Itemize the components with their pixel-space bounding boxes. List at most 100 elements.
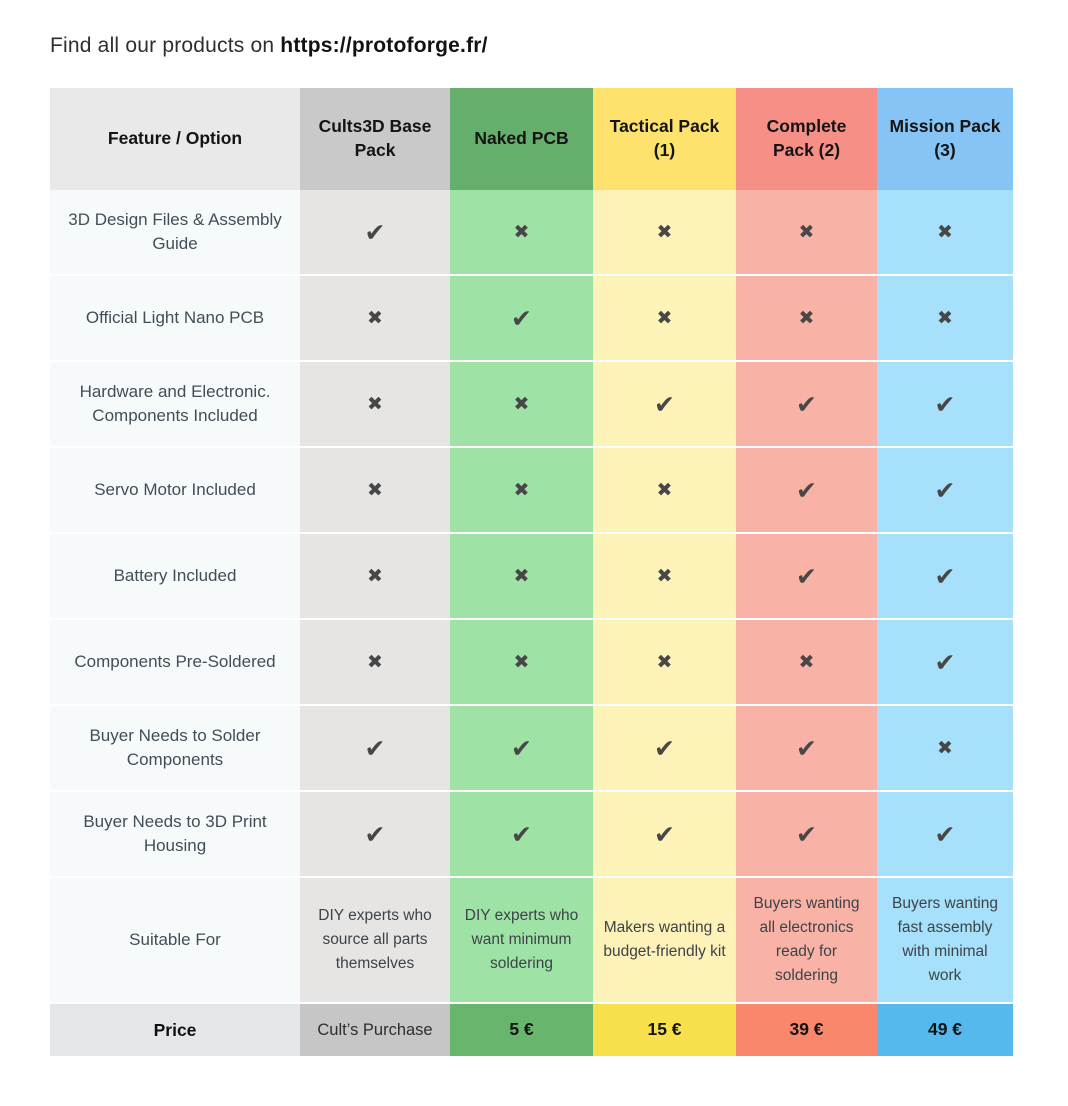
table-row: Buyer Needs to Solder Components ✔ ✔ ✔ ✔ ✖	[50, 706, 1013, 792]
cross-icon: ✖	[513, 564, 530, 587]
cross-icon: ✖	[367, 650, 383, 673]
cross-icon: ✖	[656, 220, 673, 243]
cross-icon: ✖	[798, 650, 815, 673]
feature-value-cell: ✖	[450, 448, 593, 534]
feature-value-cell: ✔	[450, 706, 593, 792]
cross-icon: ✖	[367, 564, 383, 587]
feature-value-cell: ✖	[300, 276, 450, 362]
check-icon: ✔	[934, 647, 956, 677]
price-cell-naked-pcb: 5 €	[450, 1004, 593, 1056]
price-cell-cults3d: Cult’s Purchase	[300, 1004, 450, 1056]
feature-value-cell: ✖	[450, 534, 593, 620]
intro-prefix: Find all our products on	[50, 34, 281, 57]
feature-value-cell: ✔	[300, 792, 450, 878]
check-icon: ✔	[796, 389, 817, 419]
suitable-for-cell: DIY experts who want minimum soldering	[450, 878, 593, 1004]
feature-value-cell: ✖	[300, 448, 450, 534]
feature-value-cell: ✖	[877, 276, 1013, 362]
check-icon: ✔	[654, 389, 675, 419]
feature-value-cell: ✔	[593, 706, 736, 792]
cross-icon: ✖	[656, 306, 673, 329]
column-header-mission: Mission Pack (3)	[877, 88, 1013, 190]
feature-value-cell: ✖	[450, 190, 593, 276]
check-icon: ✔	[796, 733, 817, 763]
cross-icon: ✖	[513, 392, 530, 415]
feature-value-cell: ✔	[736, 448, 877, 534]
cross-icon: ✖	[513, 478, 530, 501]
column-header-tactical: Tactical Pack (1)	[593, 88, 736, 190]
feature-label-cell: Official Light Nano PCB	[50, 276, 300, 362]
feature-value-cell: ✖	[593, 276, 736, 362]
price-row: Price Cult’s Purchase 5 € 15 € 39 € 49 €	[50, 1004, 1013, 1056]
price-cell-mission: 49 €	[877, 1004, 1013, 1056]
column-header-naked-pcb: Naked PCB	[450, 88, 593, 190]
table-row: Servo Motor Included ✖ ✖ ✖ ✔ ✔	[50, 448, 1013, 534]
price-label-cell: Price	[50, 1004, 300, 1056]
table-row: Official Light Nano PCB ✖ ✔ ✖ ✖ ✖	[50, 276, 1013, 362]
feature-value-cell: ✔	[877, 362, 1013, 448]
feature-label-cell: 3D Design Files & Assembly Guide	[50, 190, 300, 276]
feature-value-cell: ✔	[736, 534, 877, 620]
feature-value-cell: ✖	[593, 190, 736, 276]
feature-value-cell: ✖	[877, 706, 1013, 792]
check-icon: ✔	[654, 733, 675, 763]
cross-icon: ✖	[367, 306, 383, 329]
suitable-for-cell: Buyers wanting fast assembly with minima…	[877, 878, 1013, 1004]
table-row: Buyer Needs to 3D Print Housing ✔ ✔ ✔ ✔ ✔	[50, 792, 1013, 878]
feature-label-cell: Suitable For	[50, 878, 300, 1004]
cross-icon: ✖	[937, 220, 953, 243]
table-row: Suitable For DIY experts who source all p…	[50, 878, 1013, 1004]
feature-value-cell: ✔	[450, 276, 593, 362]
feature-label-cell: Servo Motor Included	[50, 448, 300, 534]
cross-icon: ✖	[367, 478, 383, 501]
check-icon: ✔	[511, 733, 532, 763]
column-header-cults3d: Cults3D Base Pack	[300, 88, 450, 190]
feature-value-cell: ✔	[450, 792, 593, 878]
suitable-for-cell: Buyers wanting all electronics ready for…	[736, 878, 877, 1004]
check-icon: ✔	[934, 561, 956, 591]
feature-value-cell: ✖	[300, 534, 450, 620]
feature-value-cell: ✔	[736, 706, 877, 792]
feature-value-cell: ✔	[300, 190, 450, 276]
feature-value-cell: ✔	[736, 792, 877, 878]
check-icon: ✔	[364, 733, 386, 763]
check-icon: ✔	[654, 819, 675, 849]
check-icon: ✔	[364, 819, 386, 849]
check-icon: ✔	[364, 217, 386, 247]
feature-value-cell: ✖	[300, 620, 450, 706]
table-body: 3D Design Files & Assembly Guide ✔ ✖ ✖ ✖ ✖ Off…	[50, 190, 1013, 1004]
suitable-for-cell: DIY experts who source all parts themsel…	[300, 878, 450, 1004]
check-icon: ✔	[796, 819, 817, 849]
feature-value-cell: ✔	[593, 362, 736, 448]
feature-value-cell: ✖	[736, 276, 877, 362]
website-url[interactable]: https://protoforge.fr/	[280, 34, 488, 57]
feature-value-cell: ✔	[877, 792, 1013, 878]
feature-value-cell: ✔	[300, 706, 450, 792]
feature-value-cell: ✖	[877, 190, 1013, 276]
feature-value-cell: ✖	[593, 620, 736, 706]
cross-icon: ✖	[656, 650, 673, 673]
cross-icon: ✖	[798, 220, 815, 243]
feature-value-cell: ✖	[593, 534, 736, 620]
feature-value-cell: ✔	[877, 534, 1013, 620]
feature-value-cell: ✖	[450, 620, 593, 706]
check-icon: ✔	[934, 389, 956, 419]
feature-label-cell: Hardware and Electronic. Components Incl…	[50, 362, 300, 448]
feature-value-cell: ✔	[877, 620, 1013, 706]
feature-value-cell: ✔	[593, 792, 736, 878]
feature-value-cell: ✖	[593, 448, 736, 534]
suitable-for-cell: Makers wanting a budget-friendly kit	[593, 878, 736, 1004]
cross-icon: ✖	[937, 306, 953, 329]
table-header-row: Feature / Option Cults3D Base Pack Naked…	[50, 88, 1013, 190]
price-cell-complete: 39 €	[736, 1004, 877, 1056]
cross-icon: ✖	[656, 564, 673, 587]
feature-label-cell: Battery Included	[50, 534, 300, 620]
feature-value-cell: ✔	[736, 362, 877, 448]
check-icon: ✔	[796, 475, 817, 505]
feature-value-cell: ✖	[450, 362, 593, 448]
feature-option-header-cell: Feature / Option	[50, 88, 300, 190]
feature-value-cell: ✖	[736, 620, 877, 706]
feature-value-cell: ✔	[877, 448, 1013, 534]
feature-label-cell: Buyer Needs to Solder Components	[50, 706, 300, 792]
check-icon: ✔	[934, 475, 956, 505]
